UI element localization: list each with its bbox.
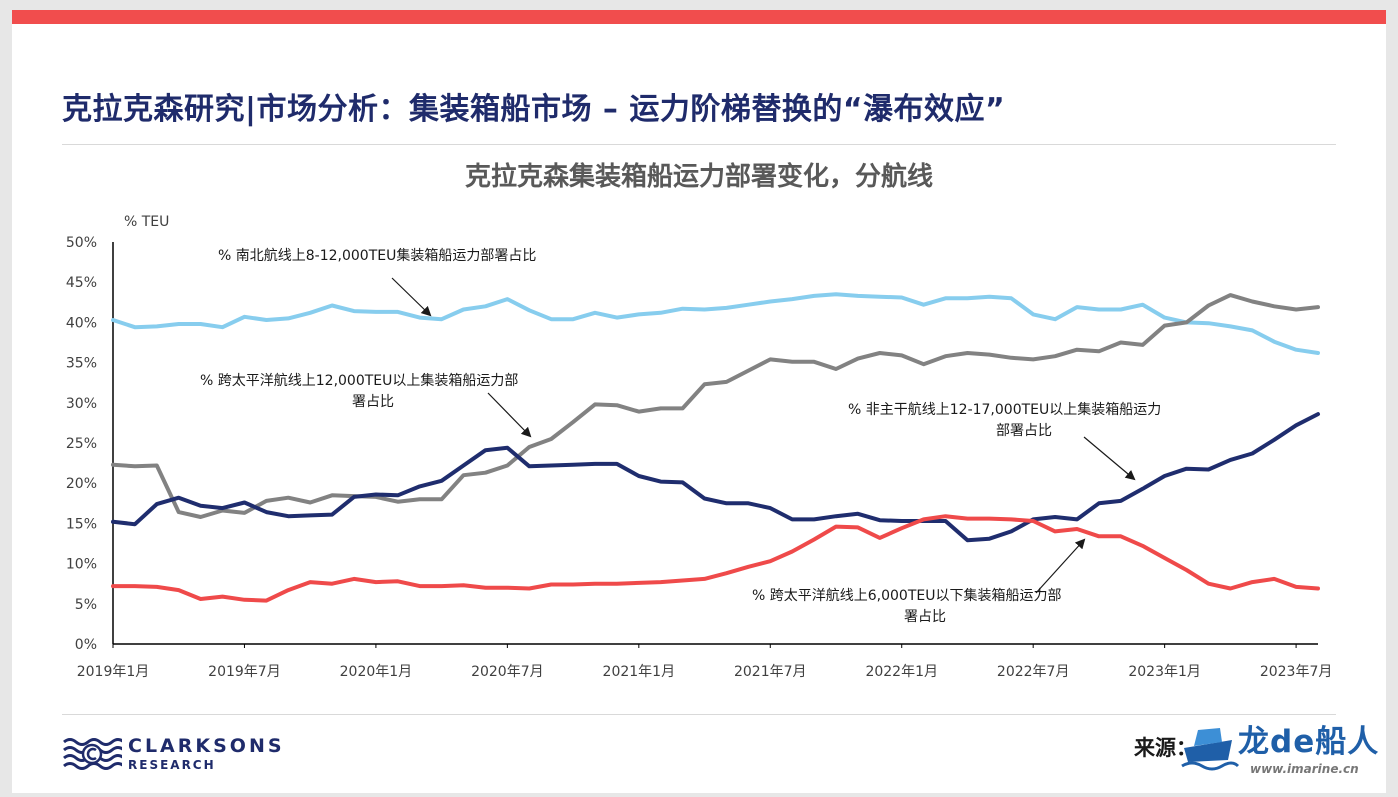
annotation-arrow [487, 392, 532, 438]
annotation-text: % 跨太平洋航线上6,000TEU以下集装箱船运力部 [752, 587, 1061, 604]
y-tick-label: 45% [66, 275, 97, 291]
annotation-text: 部署占比 [996, 423, 1052, 439]
logo-subtitle: RESEARCH [128, 758, 216, 772]
y-tick-label: 25% [66, 436, 97, 452]
annotation-text: 署占比 [904, 609, 946, 625]
slide: 克拉克森研究|市场分析：集装箱船市场 – 运力阶梯替换的“瀑布效应” 克拉克森集… [12, 10, 1386, 793]
series-line-3 [111, 412, 1320, 543]
series-line-4 [111, 514, 1320, 603]
axes: 0% 5% 10% 15% 20% 25% 30% 35% 40% 45% 50% % TEU 2019… [66, 214, 1332, 680]
watermark-url: www.imarine.cn [1250, 762, 1359, 776]
y-tick-label: 5% [75, 597, 97, 613]
annotation-text: % 非主干航线上12-17,000TEU以上集装箱船运力 [848, 401, 1161, 418]
x-tick-label: 2023年1月 [1128, 664, 1201, 680]
x-tick-label: 2023年7月 [1260, 664, 1333, 680]
y-tick-label: 50% [66, 235, 97, 251]
line-chart: 0% 5% 10% 15% 20% 25% 30% 35% 40% 45% 50% % TEU 2019… [66, 214, 1332, 680]
x-tick-label: 2021年7月 [734, 664, 807, 680]
ship-icon [1181, 728, 1240, 771]
annotation-arrow [1083, 436, 1136, 481]
title-divider [62, 144, 1336, 145]
clarksons-wave-icon [63, 738, 125, 770]
watermark: 龙de船人 www.imarine.cn [1180, 718, 1380, 780]
annotation-text: 署占比 [352, 394, 394, 410]
annotation-arrow [391, 277, 432, 317]
annotations: % 南北航线上8-12,000TEU集装箱船运力部署占比 % 跨太平洋航线上12,… [200, 247, 1161, 625]
y-tick-label: 35% [66, 356, 97, 372]
y-tick-label: 40% [66, 315, 97, 331]
x-tick-label: 2022年7月 [997, 664, 1070, 680]
y-tick-label: 30% [66, 396, 97, 412]
logo-name: CLARKSONS [128, 735, 285, 757]
x-tick-label: 2021年1月 [603, 664, 676, 680]
annotation-text: % 跨太平洋航线上12,000TEU以上集装箱船运力部 [200, 372, 518, 389]
footer-divider [62, 714, 1336, 715]
x-tick-label: 2020年1月 [340, 664, 413, 680]
annotation-text: % 南北航线上8-12,000TEU集装箱船运力部署占比 [218, 247, 536, 264]
watermark-brand: 龙de船人 [1238, 724, 1380, 760]
series-line-2 [111, 293, 1320, 519]
page-title: 克拉克森研究|市场分析：集装箱船市场 – 运力阶梯替换的“瀑布效应” [62, 92, 1006, 127]
x-tick-label: 2019年7月 [208, 664, 281, 680]
x-tick-label: 2020年7月 [471, 664, 544, 680]
x-tick-label: 2022年1月 [865, 664, 938, 680]
chart-title: 克拉克森集装箱船运力部署变化，分航线 [464, 162, 933, 192]
y-tick-label: 0% [75, 637, 97, 653]
y-tick-label: 10% [66, 557, 97, 573]
y-tick-label: 20% [66, 476, 97, 492]
x-tick-label: 2019年1月 [77, 664, 150, 680]
y-tick-label: 15% [66, 516, 97, 532]
series-line-1 [111, 292, 1320, 355]
clarksons-logo: CLARKSONS RESEARCH [62, 735, 292, 776]
accent-bar [12, 10, 1386, 24]
y-axis-label: % TEU [124, 214, 169, 230]
annotation-arrow [1035, 538, 1086, 594]
series-lines [111, 292, 1320, 603]
